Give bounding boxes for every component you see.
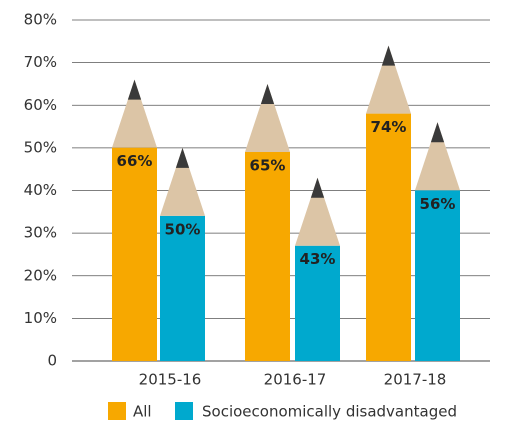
value-label: 65% — [250, 156, 286, 174]
value-label: 50% — [165, 220, 201, 238]
x-tick-label: 2017-18 — [384, 371, 447, 389]
x-tick-label: 2016-17 — [264, 371, 327, 389]
y-tick-label: 10% — [24, 309, 57, 327]
legend-label: All — [133, 403, 152, 421]
x-tick-label: 2015-16 — [139, 371, 202, 389]
y-tick-label: 50% — [24, 138, 57, 156]
pencil-wood — [245, 83, 290, 152]
value-label: 66% — [117, 152, 153, 170]
pencil-lead — [310, 177, 325, 198]
pencil-body — [245, 151, 290, 361]
value-label: 43% — [300, 250, 336, 268]
y-tick-label: 40% — [24, 181, 57, 199]
y-tick-label: 80% — [24, 11, 57, 29]
y-tick-label: 60% — [24, 96, 57, 114]
pencil-wood — [295, 177, 340, 246]
y-tick-label: 30% — [24, 224, 57, 242]
pencil-wood — [112, 79, 157, 148]
pencil-lead — [260, 83, 275, 104]
pencil-body — [160, 215, 205, 361]
pencil-wood — [415, 122, 460, 191]
y-tick-label: 20% — [24, 266, 57, 284]
value-label: 56% — [420, 195, 456, 213]
legend-swatch — [175, 402, 193, 420]
value-label: 74% — [371, 118, 407, 136]
pencil-body — [415, 190, 460, 361]
pencil-lead — [430, 122, 445, 143]
pencil-wood — [160, 147, 205, 216]
legend-swatch — [108, 402, 126, 420]
y-tick-label: 70% — [24, 53, 57, 71]
legend-label: Socioeconomically disadvantaged — [202, 403, 457, 421]
pencil-body — [112, 147, 157, 361]
pencil-body — [366, 113, 411, 361]
pencil-lead — [175, 147, 190, 168]
pencil-body — [295, 245, 340, 361]
pencil-lead — [127, 79, 142, 100]
pencil-wood — [366, 45, 411, 114]
pencil-lead — [381, 45, 396, 66]
y-tick-label: 0 — [47, 352, 57, 370]
